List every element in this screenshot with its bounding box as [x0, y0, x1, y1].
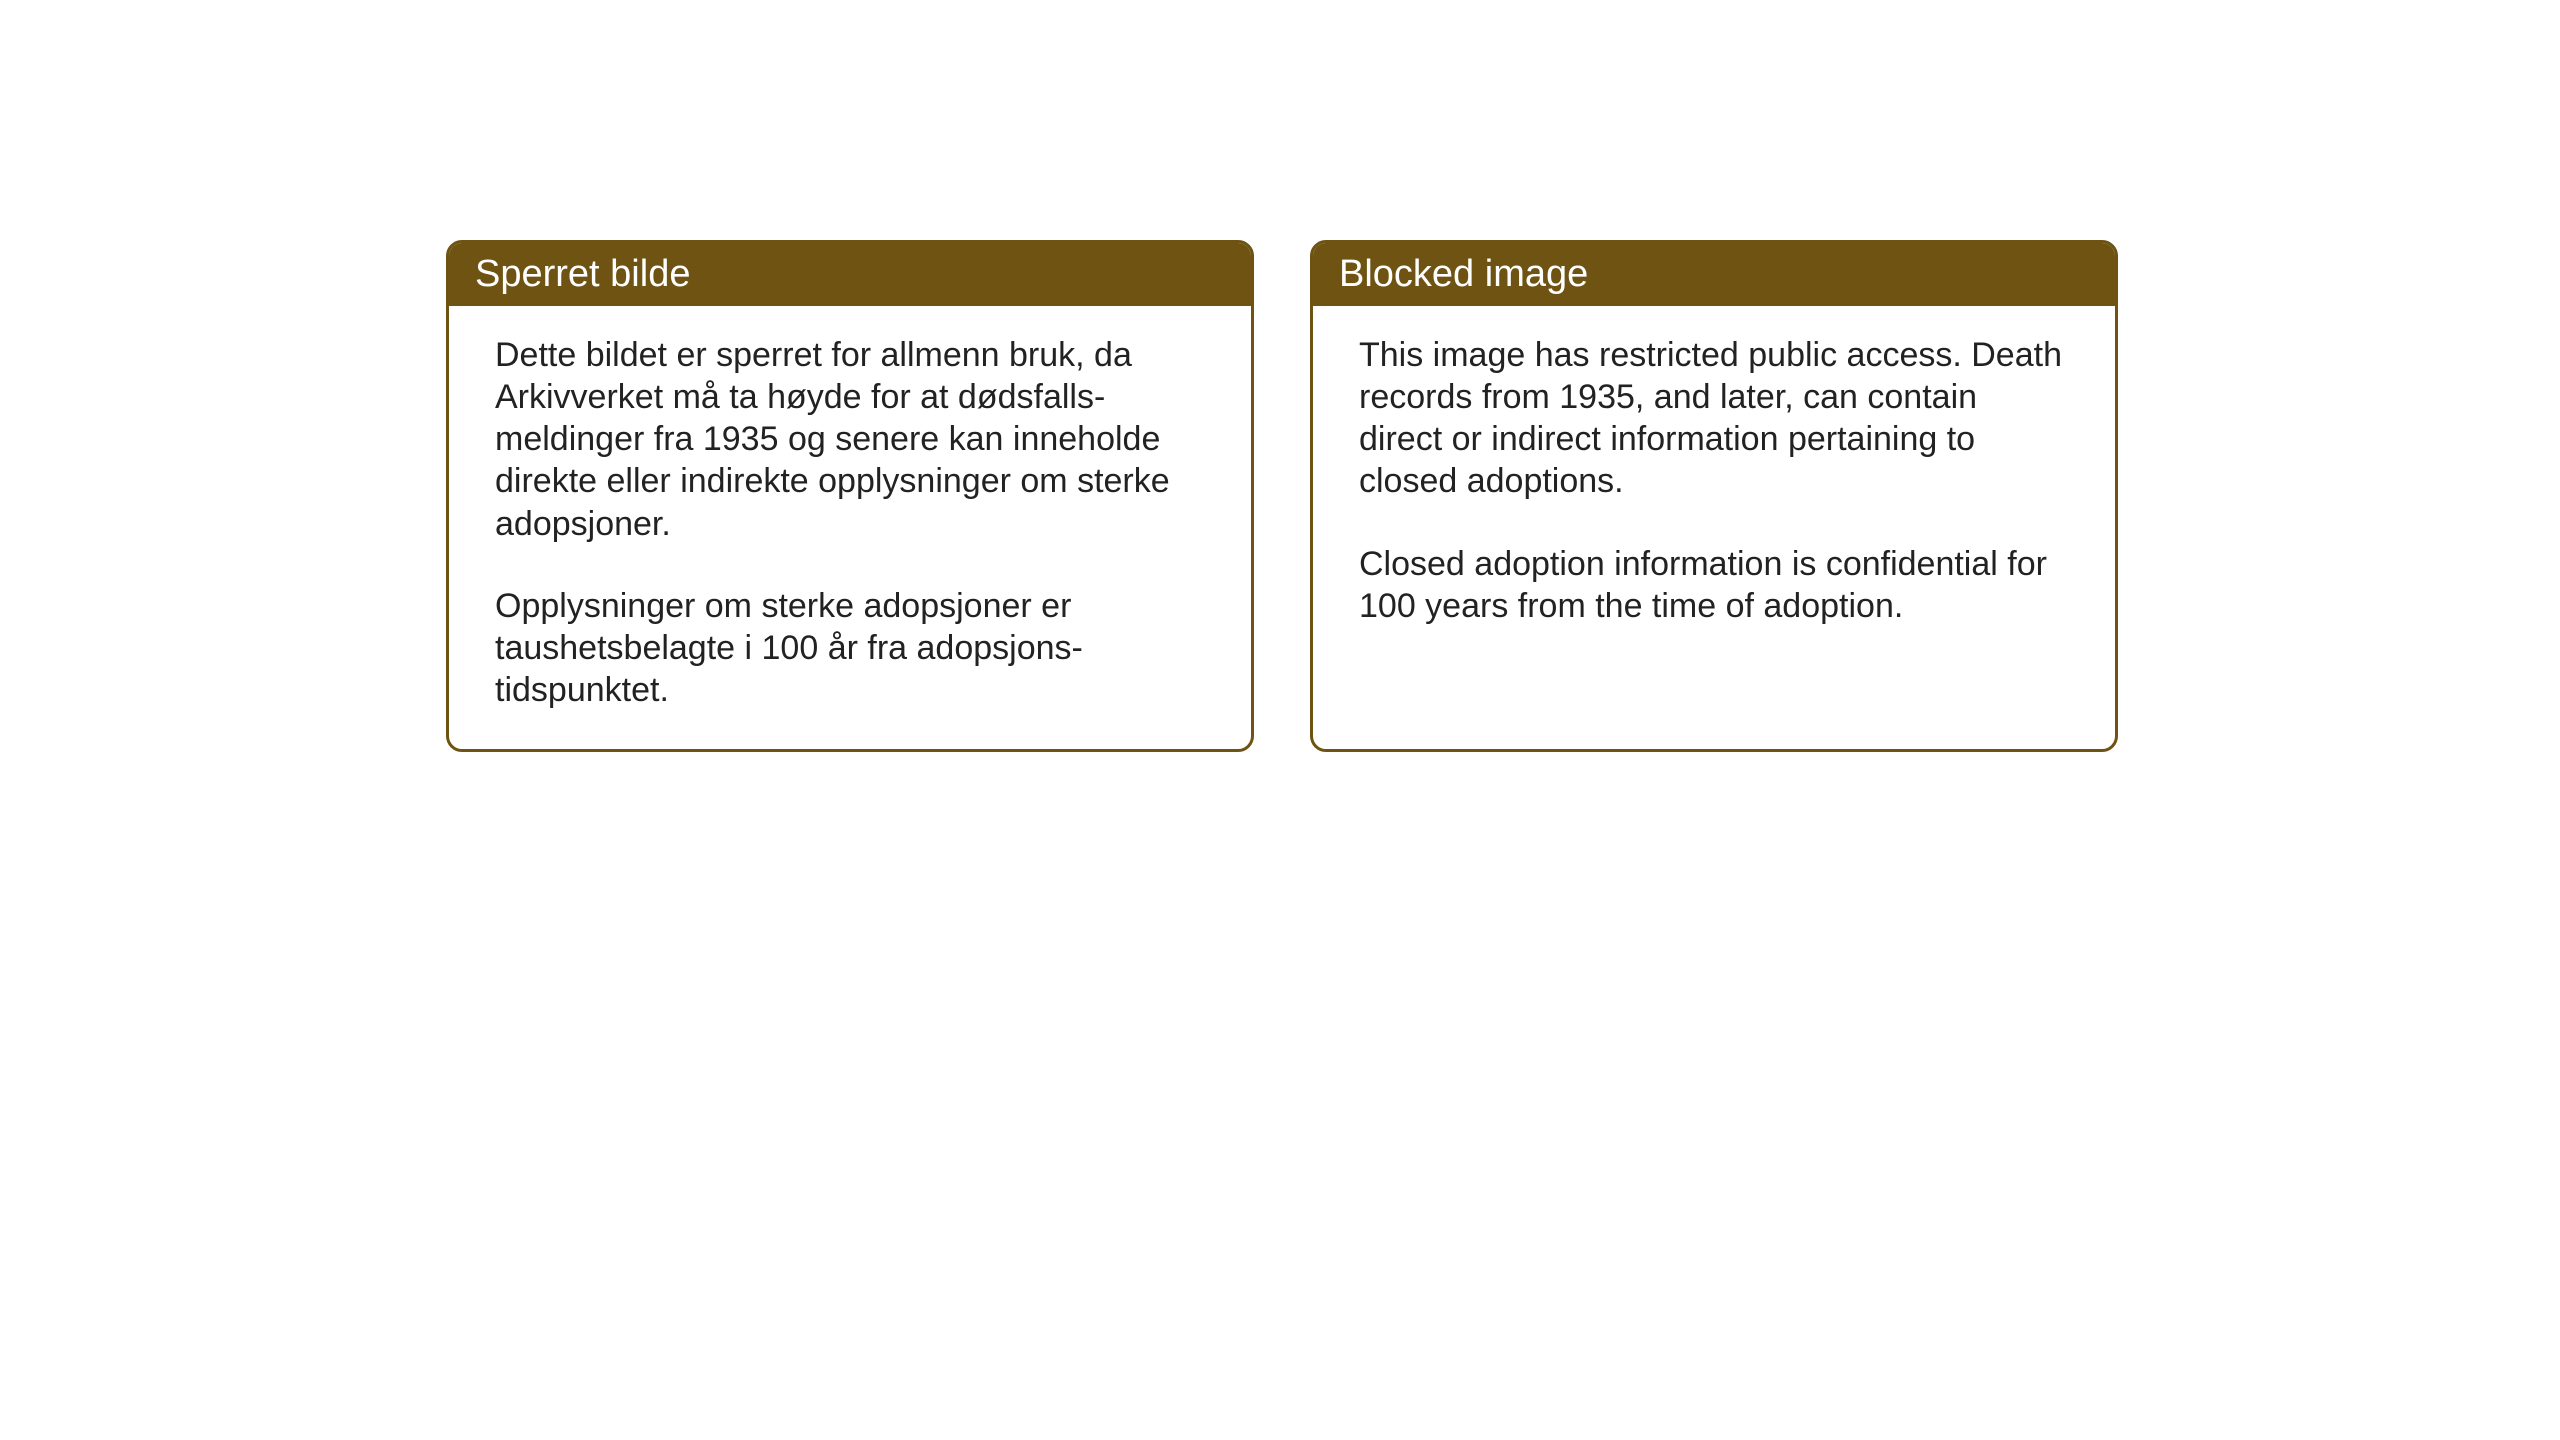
card-header-english: Blocked image: [1313, 243, 2115, 306]
card-body-norwegian: Dette bildet er sperret for allmenn bruk…: [449, 306, 1251, 749]
card-paragraph-1-english: This image has restricted public access.…: [1359, 334, 2069, 503]
card-body-english: This image has restricted public access.…: [1313, 306, 2115, 744]
card-title-english: Blocked image: [1339, 253, 1588, 295]
notice-container: Sperret bilde Dette bildet er sperret fo…: [446, 240, 2118, 752]
notice-card-norwegian: Sperret bilde Dette bildet er sperret fo…: [446, 240, 1254, 752]
card-header-norwegian: Sperret bilde: [449, 243, 1251, 306]
card-paragraph-2-english: Closed adoption information is confident…: [1359, 543, 2069, 627]
notice-card-english: Blocked image This image has restricted …: [1310, 240, 2118, 752]
card-title-norwegian: Sperret bilde: [475, 253, 690, 295]
card-paragraph-2-norwegian: Opplysninger om sterke adopsjoner er tau…: [495, 585, 1205, 711]
card-paragraph-1-norwegian: Dette bildet er sperret for allmenn bruk…: [495, 334, 1205, 545]
